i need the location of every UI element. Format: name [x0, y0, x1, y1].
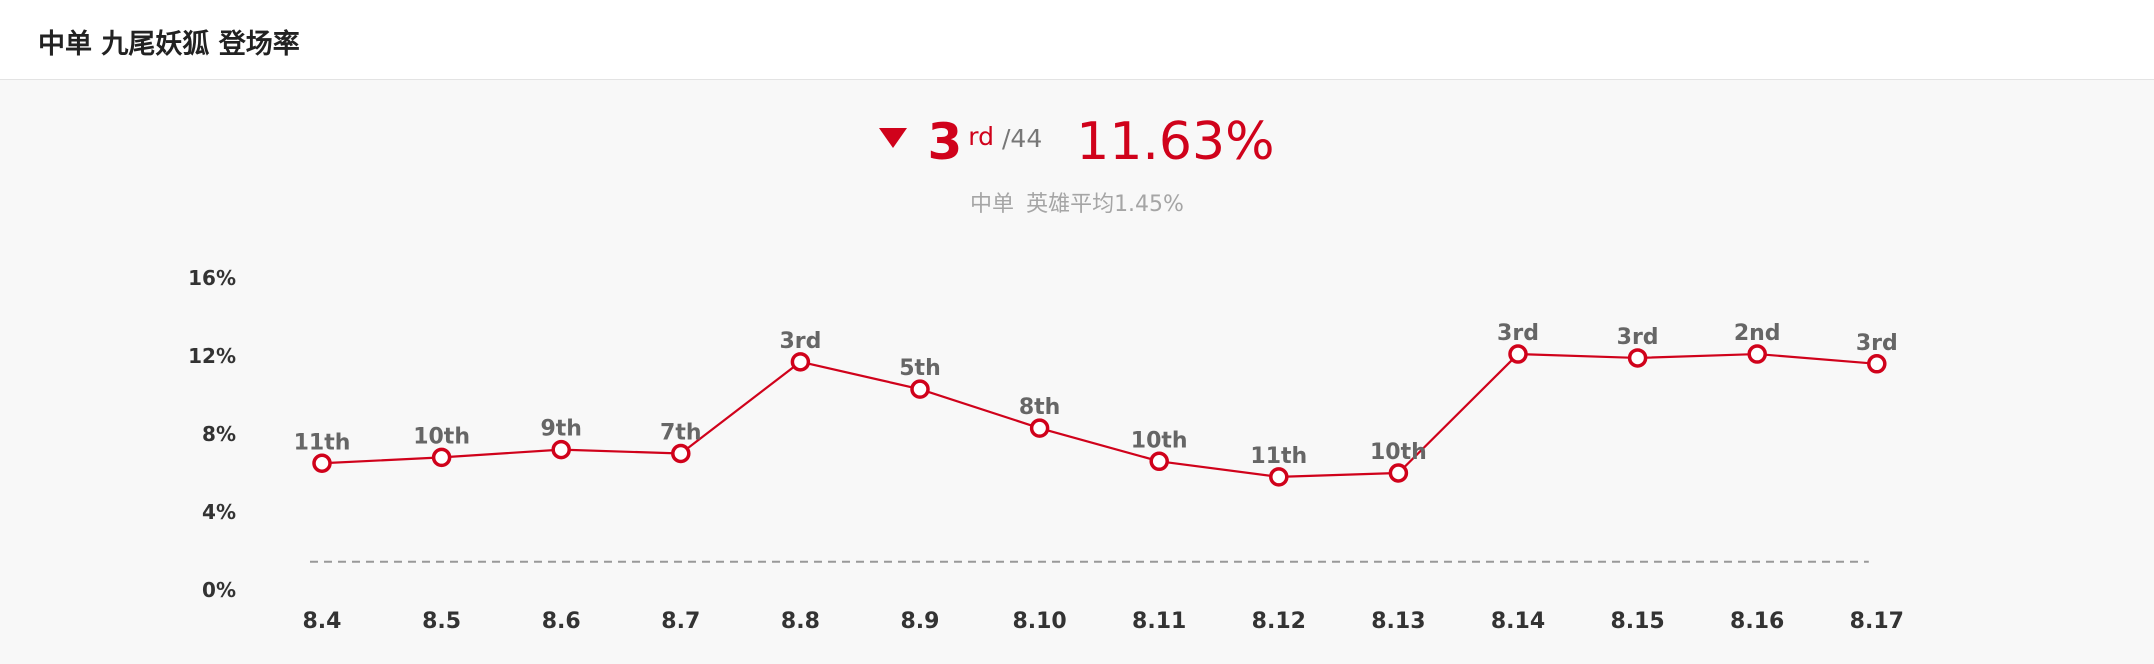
point-rank-label: 3rd	[1497, 321, 1539, 346]
page-header: 中单 九尾妖狐 登场率	[0, 0, 2154, 80]
point-rank-label: 3rd	[1617, 325, 1659, 350]
data-point	[431, 447, 452, 468]
point-rank-label: 9th	[540, 417, 582, 442]
data-point	[1747, 344, 1767, 364]
rank-summary: 3 rd /44 11.63%	[0, 110, 2154, 170]
data-point	[1029, 418, 1050, 438]
point-rank-label: 8th	[1019, 395, 1061, 420]
point-rank-label: 11th	[294, 430, 351, 455]
x-tick-label: 8.15	[1610, 609, 1664, 634]
data-point	[790, 352, 811, 372]
rank-total: /44	[1002, 124, 1043, 153]
y-tick-label: 12%	[188, 344, 236, 368]
x-tick-label: 8.7	[661, 609, 700, 634]
x-tick-label: 8.16	[1730, 609, 1784, 634]
data-point	[910, 379, 930, 399]
x-tick-label: 8.5	[422, 609, 461, 634]
x-tick-label: 8.17	[1850, 609, 1904, 634]
y-tick-label: 8%	[202, 422, 236, 446]
x-tick-label: 8.8	[781, 609, 820, 634]
data-point	[671, 443, 691, 464]
data-point	[1388, 463, 1409, 483]
series-line	[321, 352, 1877, 479]
data-point	[1627, 348, 1648, 368]
x-tick-label: 8.13	[1371, 609, 1425, 634]
x-tick-label: 8.9	[901, 609, 940, 634]
point-rank-label: 11th	[1250, 444, 1307, 469]
subline-average: 英雄平均1.45%	[1026, 192, 1184, 217]
x-tick-label: 8.4	[303, 609, 342, 634]
page-title: 中单 九尾妖狐 登场率	[38, 29, 300, 60]
x-tick-label: 8.14	[1491, 609, 1545, 634]
y-tick-label: 4%	[202, 500, 236, 524]
point-rank-label: 10th	[1370, 440, 1427, 465]
pick-rate-value: 11.63%	[1076, 112, 1275, 172]
point-rank-label: 3rd	[779, 329, 821, 354]
data-point	[1149, 451, 1169, 472]
x-tick-label: 8.6	[542, 609, 581, 634]
data-point	[1508, 344, 1528, 364]
data-point	[551, 439, 571, 460]
data-point	[312, 453, 332, 473]
point-rank-label: 3rd	[1856, 331, 1898, 356]
y-tick-label: 16%	[188, 266, 236, 290]
average-subline: 中单 英雄平均1.45%	[0, 186, 2154, 218]
y-tick-label: 0%	[202, 578, 236, 602]
x-tick-label: 8.10	[1012, 609, 1066, 634]
pick-rate-chart: 0% 4% 8% 12% 16% 8.4 8.5 8.6 8.7 8.8 8.9 8.10 8.11 8.…	[188, 266, 1904, 634]
data-point	[1867, 354, 1887, 374]
point-rank-label: 2nd	[1734, 321, 1781, 346]
rank-number: 3	[927, 113, 963, 171]
data-point	[1269, 467, 1289, 487]
point-rank-label: 5th	[899, 356, 941, 381]
point-rank-label: 10th	[1131, 428, 1188, 453]
x-tick-label: 8.12	[1252, 609, 1306, 634]
rank-suffix: rd	[968, 122, 994, 151]
point-rank-label: 7th	[660, 421, 702, 446]
triangle-down-icon	[879, 128, 908, 148]
x-tick-label: 8.11	[1132, 609, 1186, 634]
subline-position: 中单	[970, 192, 1015, 217]
point-rank-label: 10th	[413, 424, 470, 449]
